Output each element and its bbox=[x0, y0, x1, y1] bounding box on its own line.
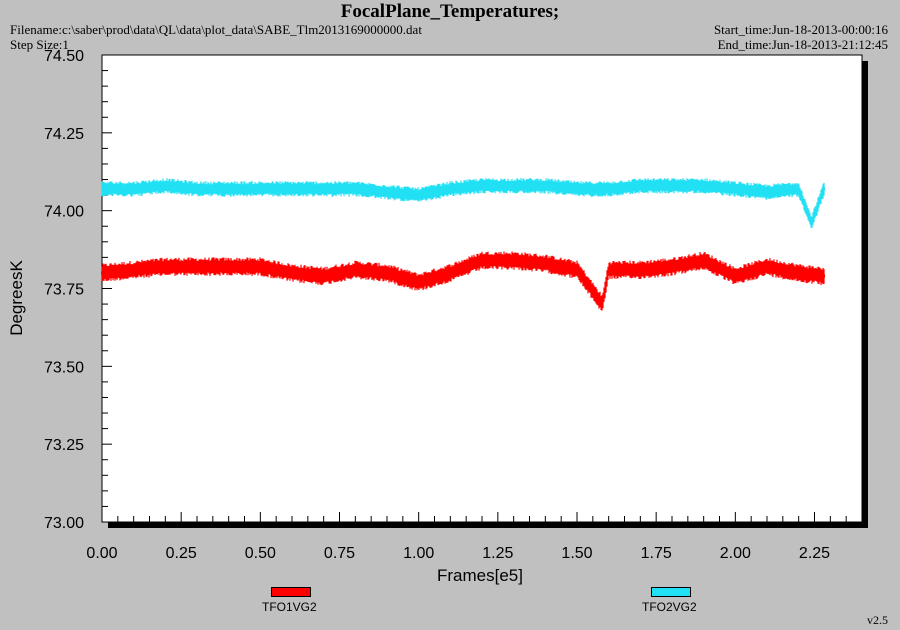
start-time-label: Start_time:Jun-18-2013-00:00:16 bbox=[713, 22, 888, 37]
x-tick-label: 0.25 bbox=[166, 545, 197, 562]
x-tick-label: 1.25 bbox=[482, 545, 513, 562]
y-tick-label: 73.25 bbox=[44, 437, 84, 454]
legend-swatch-tfo1vg2 bbox=[271, 587, 311, 597]
step-size-label: Step Size:1 bbox=[10, 37, 69, 52]
filename-label: Filename:c:\saber\prod\data\QL\data\plot… bbox=[10, 22, 422, 37]
x-tick-label: 0.50 bbox=[245, 545, 276, 562]
y-tick-label: 73.50 bbox=[44, 359, 84, 376]
y-tick-label: 74.50 bbox=[44, 48, 84, 65]
x-tick-label: 2.00 bbox=[720, 545, 751, 562]
x-tick-label: 0.00 bbox=[86, 545, 117, 562]
y-tick-label: 74.25 bbox=[44, 126, 84, 143]
plot-area bbox=[101, 54, 863, 523]
x-axis-label: Frames[e5] bbox=[437, 566, 523, 585]
y-tick-label: 74.00 bbox=[44, 204, 84, 221]
x-tick-label: 1.75 bbox=[641, 545, 672, 562]
x-tick-label: 1.00 bbox=[403, 545, 434, 562]
version-label: v2.5 bbox=[867, 613, 888, 627]
legend-swatch-tfo2vg2 bbox=[651, 587, 691, 597]
chart-title: FocalPlane_Temperatures; bbox=[340, 1, 560, 22]
x-tick-label: 2.25 bbox=[799, 545, 830, 562]
series-tfo2vg2 bbox=[101, 178, 825, 228]
x-tick-label: 0.75 bbox=[324, 545, 355, 562]
y-axis-label: DegreesK bbox=[7, 260, 26, 336]
end-time-label: End_time:Jun-18-2013-21:12:45 bbox=[717, 37, 888, 52]
y-tick-label: 73.00 bbox=[44, 515, 84, 532]
legend-label-tfo1vg2: TFO1VG2 bbox=[262, 600, 317, 614]
y-tick-label: 73.75 bbox=[44, 282, 84, 299]
legend-label-tfo2vg2: TFO2VG2 bbox=[642, 600, 697, 614]
x-tick-label: 1.50 bbox=[561, 545, 592, 562]
series-tfo1vg2 bbox=[101, 251, 825, 311]
